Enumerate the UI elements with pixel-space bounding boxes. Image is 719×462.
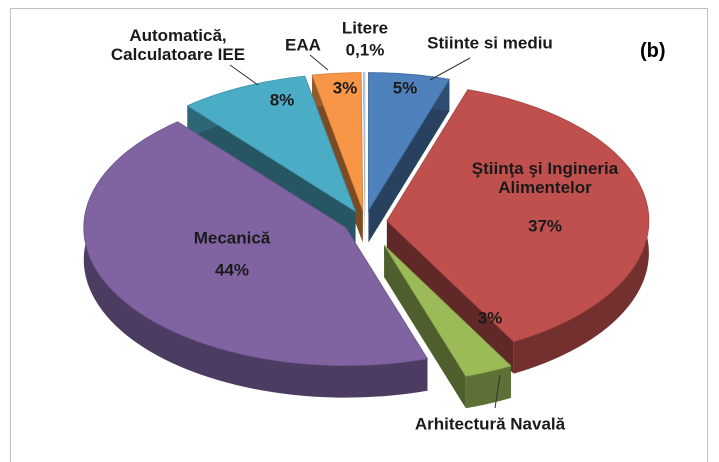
slice-value: 37% — [527, 216, 563, 236]
slice-side — [368, 79, 450, 243]
pie-slice — [386, 89, 650, 343]
leader-line — [229, 64, 259, 86]
slice-group — [368, 72, 450, 243]
slice-name: Ştiinţa şi Ingineria Alimentelor — [471, 159, 619, 197]
pie-slice — [186, 75, 357, 213]
pie-slice — [383, 244, 512, 377]
leader-line — [494, 374, 501, 409]
slice-value: 8% — [269, 90, 295, 110]
slice-name: Automatică, Calculatoare IEE — [110, 26, 246, 64]
slice-group — [362, 72, 366, 243]
slice-name: Arhitectură Navală — [414, 414, 566, 434]
slice-value: 3% — [332, 78, 358, 98]
pie-slice — [362, 72, 366, 211]
slice-name: Stiinte si mediu — [427, 33, 553, 53]
chart-frame — [10, 8, 708, 462]
slice-name: EAA — [285, 35, 321, 55]
slice-side — [384, 245, 466, 409]
slice-name: Mecanică — [193, 228, 271, 248]
slice-side — [386, 220, 514, 374]
slice-group — [386, 89, 650, 374]
slice-group — [83, 121, 429, 398]
pie-slice — [83, 121, 429, 367]
leader-line — [309, 54, 329, 71]
slice-value: 5% — [392, 78, 418, 98]
slice-value: 44% — [214, 260, 250, 280]
annotation: (b) — [640, 40, 666, 62]
slice-name: Litere — [341, 18, 389, 38]
leader-line — [429, 57, 471, 81]
pie-slice — [368, 72, 450, 212]
slice-value: 0,1% — [345, 40, 385, 60]
slice-wall — [83, 121, 428, 398]
slice-group — [383, 244, 512, 409]
pie-slice — [311, 72, 364, 211]
slice-value: 3% — [477, 308, 503, 328]
